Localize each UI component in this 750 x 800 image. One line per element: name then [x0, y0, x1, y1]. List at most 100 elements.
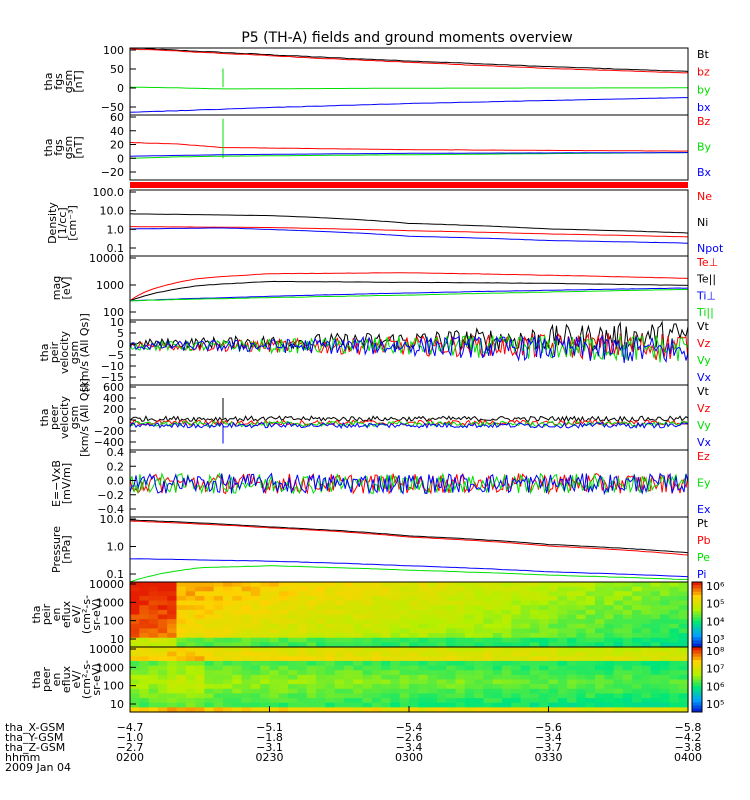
footer-value: 0330 [535, 751, 563, 764]
heat-cell [195, 693, 205, 699]
heat-cell [632, 698, 643, 704]
heat-cell [288, 670, 298, 676]
heat-cell [613, 674, 624, 681]
heat-cell [446, 693, 457, 699]
heat-cell [260, 698, 271, 704]
heat-cell [399, 656, 410, 662]
heat-cell [334, 660, 345, 667]
heat-cell [641, 698, 652, 704]
heat-cell [585, 628, 596, 634]
heat-cell [595, 665, 605, 671]
heat-cell [139, 660, 150, 667]
legend-entry: Ez [697, 450, 710, 463]
heat-cell [474, 628, 484, 634]
heat-cell [353, 651, 364, 657]
heat-cell [223, 637, 233, 643]
heat-cell [511, 591, 522, 597]
heat-cell [669, 642, 680, 648]
heat-cell [548, 642, 559, 648]
heat-cell [130, 609, 140, 616]
heat-cell [157, 707, 168, 713]
heat-cell [474, 660, 484, 667]
heat-cell [278, 688, 289, 695]
heat-cell [427, 647, 438, 653]
heat-cell [567, 656, 577, 662]
heat-cell [641, 688, 652, 695]
heat-cell [464, 702, 475, 708]
y-label-line: eflux [60, 600, 73, 628]
heat-cell [464, 614, 475, 620]
heat-cell [353, 684, 364, 690]
colorbar-step [692, 650, 702, 654]
heat-cell [613, 651, 624, 657]
heat-cell [157, 660, 168, 667]
heat-cell [427, 665, 438, 671]
heat-cell [185, 582, 196, 588]
heat-cell [157, 684, 168, 690]
heat-cell [223, 582, 233, 588]
heat-cell [232, 674, 243, 681]
heat-cell [232, 582, 243, 588]
heat-cell [167, 586, 178, 592]
heat-cell [418, 582, 429, 588]
heat-cell [390, 702, 401, 708]
heat-cell [483, 614, 494, 620]
heat-cell [288, 582, 298, 588]
heat-cell [371, 647, 382, 653]
heat-cell [650, 642, 661, 648]
heat-cell [371, 591, 382, 597]
heat-cell [343, 707, 354, 713]
heat-cell [529, 670, 540, 676]
heat-cell [622, 628, 633, 634]
heat-cell [334, 605, 345, 611]
heat-cell [529, 582, 540, 588]
heat-cell [557, 637, 568, 643]
heat-cell [632, 688, 643, 695]
heat-cell [529, 637, 540, 643]
heat-cell [622, 586, 633, 592]
heat-cell [250, 702, 261, 708]
heat-cell [678, 693, 689, 699]
heat-cell [167, 619, 178, 625]
heat-cell [306, 684, 317, 690]
heat-cell [306, 647, 317, 653]
heat-cell [436, 595, 447, 602]
footer-value: −3.8 [675, 741, 702, 754]
heat-cell [529, 633, 540, 639]
heat-cell [232, 595, 243, 602]
heat-cell [539, 698, 550, 704]
y-label-line: mag [50, 276, 63, 300]
heat-cell [678, 628, 689, 634]
heat-cell [502, 628, 512, 634]
heat-cell [529, 600, 540, 606]
heat-cell [381, 628, 391, 634]
heat-cell [511, 688, 522, 695]
heat-cell [139, 679, 150, 685]
heat-cell [511, 651, 522, 657]
heat-cell [241, 684, 252, 690]
heat-cell [185, 619, 196, 625]
heat-cell [632, 586, 643, 592]
heat-cell [148, 679, 159, 685]
heat-cell [362, 684, 373, 690]
heat-cell [362, 656, 373, 662]
y-label-line: tha [38, 343, 51, 361]
heat-cell [418, 660, 429, 667]
heat-cell [474, 637, 484, 643]
heat-cell [660, 619, 670, 625]
heat-cell [548, 707, 559, 713]
heat-cell [669, 651, 680, 657]
heat-cell [269, 656, 280, 662]
heat-cell [306, 674, 317, 681]
heat-cell [641, 693, 652, 699]
heat-cell [185, 605, 196, 611]
heat-cell [595, 707, 605, 713]
heat-cell [529, 660, 540, 667]
heat-cell [604, 660, 615, 667]
heat-cell [269, 595, 280, 602]
heat-cell [139, 651, 150, 657]
heat-cell [669, 670, 680, 676]
heat-cell [409, 623, 419, 630]
heat-cell [641, 582, 652, 588]
heat-cell [343, 679, 354, 685]
